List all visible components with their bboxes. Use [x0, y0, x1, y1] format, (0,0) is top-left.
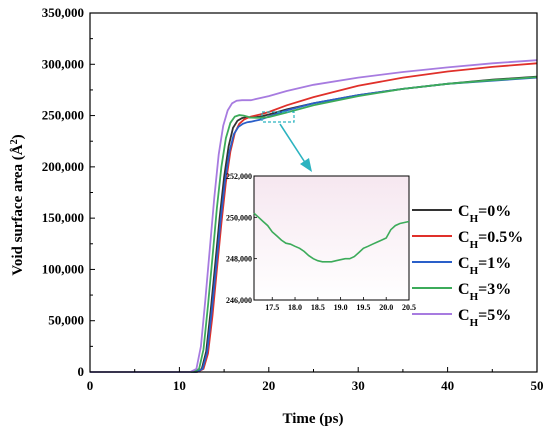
legend-entry-0: CH=0%	[458, 203, 511, 225]
zoom-region-box	[261, 111, 295, 123]
inset-series-line	[253, 212, 410, 263]
legend-entry-rest: =0%	[478, 203, 511, 220]
callout-arrow-head	[300, 158, 312, 172]
y-axis-title-main: Void surface area (Å	[10, 144, 26, 275]
series-line-1	[90, 62, 538, 373]
inset-y-tick-label: 250,000	[226, 213, 252, 222]
inset-x-tick-label: 19.5	[356, 303, 370, 312]
legend-entry-sub: H	[470, 213, 479, 225]
y-tick-labels: 0 50,000 100,000 150,000 200,000 250,000 300,0…	[42, 5, 84, 379]
legend-entry-2: CH=1%	[458, 255, 511, 277]
x-tick-label: 10	[173, 378, 186, 393]
y-tick-label: 200,000	[42, 159, 84, 174]
y-tick-label: 350,000	[42, 5, 84, 20]
legend-entry-main: C	[458, 203, 470, 220]
y-tick-label: 300,000	[42, 56, 84, 71]
x-axis-title: Time (ps)	[283, 411, 344, 427]
inset-x-tick-label: 20.0	[379, 303, 393, 312]
inset-y-tick-label: 248,000	[226, 255, 252, 264]
series-line-4	[90, 59, 538, 373]
inset-x-tick-label: 19.0	[334, 303, 348, 312]
legend-entry-sub: H	[470, 291, 479, 303]
y-tick-label: 50,000	[48, 313, 84, 328]
x-tick-label: 50	[531, 378, 544, 393]
y-axis-title-close: )	[10, 134, 26, 139]
legend-entry-4: CH=5%	[458, 307, 511, 329]
inset-x-tick-label: 18.5	[311, 303, 325, 312]
inset-x-tick-label: 18.0	[288, 303, 302, 312]
x-tick-label: 30	[352, 378, 365, 393]
y-tick-label: 100,000	[42, 261, 84, 276]
y-axis-title-sup: 2	[9, 139, 20, 144]
legend: CH=0%CH=0.5%CH=1%CH=3%CH=5%	[412, 203, 523, 329]
legend-entry-main: C	[458, 281, 470, 298]
x-tick-labels: 0 10 20 30 40 50	[87, 378, 544, 393]
inset-zoom-chart: 17.5 18.0 18.5 19.0 19.5 20.0 20.5 246,000 248,0…	[226, 172, 416, 312]
legend-entry-sub: H	[470, 239, 479, 251]
legend-entry-main: C	[458, 229, 470, 246]
inset-x-tick-label: 17.5	[265, 303, 279, 312]
legend-entry-rest: =1%	[478, 255, 511, 272]
legend-entry-3: CH=3%	[458, 281, 511, 303]
callout-arrow-shaft	[279, 123, 307, 165]
y-tick-label: 0	[78, 364, 85, 379]
x-tick-label: 40	[441, 378, 454, 393]
inset-x-tick-label: 20.5	[402, 303, 416, 312]
legend-entry-rest: =0.5%	[478, 229, 523, 246]
legend-entry-rest: =3%	[478, 281, 511, 298]
legend-entry-1: CH=0.5%	[458, 229, 523, 251]
inset-callout	[261, 111, 312, 172]
y-tick-label: 150,000	[42, 210, 84, 225]
legend-entry-rest: =5%	[478, 307, 511, 324]
legend-entry-sub: H	[470, 317, 479, 329]
series-lines	[90, 59, 538, 373]
inset-y-tick-label: 252,000	[226, 172, 252, 181]
axes	[89, 12, 538, 373]
inset-y-tick-label: 246,000	[226, 296, 252, 305]
legend-entry-sub: H	[470, 265, 479, 277]
legend-entry-main: C	[458, 307, 470, 324]
y-axis-title: Void surface area (Å2)	[9, 134, 27, 275]
x-tick-label: 20	[262, 378, 275, 393]
legend-entry-main: C	[458, 255, 470, 272]
inset-frame	[253, 175, 410, 301]
y-tick-label: 250,000	[42, 108, 84, 123]
series-line-3	[90, 76, 538, 373]
x-tick-label: 0	[87, 378, 94, 393]
